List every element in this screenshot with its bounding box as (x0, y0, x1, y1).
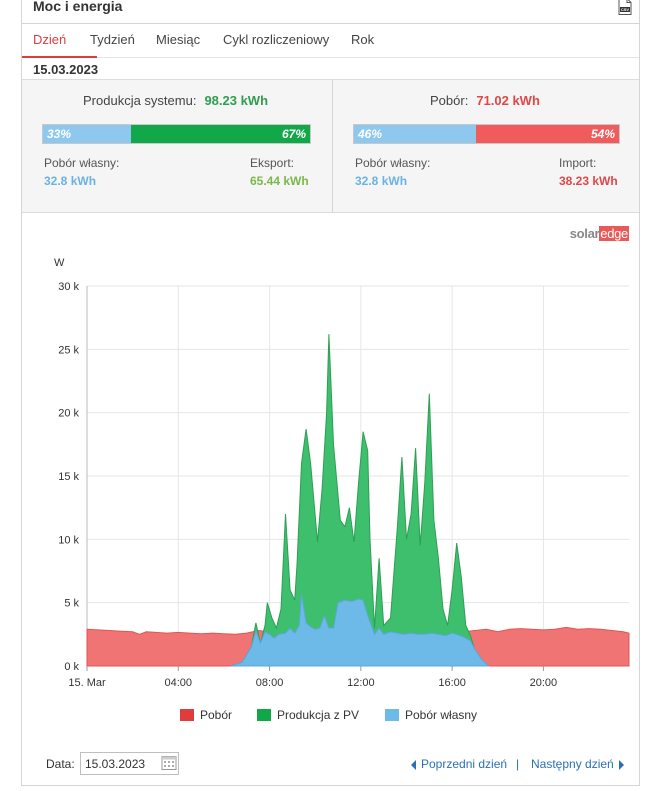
solaredge-logo: solaredge (569, 226, 629, 241)
y-axis-label: W (54, 257, 65, 269)
tab-divider (97, 57, 639, 58)
x-tick-label: 20:00 (530, 677, 558, 689)
tab-day[interactable]: Dzień (33, 32, 67, 47)
date-input[interactable]: 15.03.2023 (80, 752, 179, 775)
next-day-link[interactable]: Następny dzień (531, 757, 624, 771)
tab-week[interactable]: Tydzień (90, 32, 135, 47)
y-tick-label: 25 k (58, 344, 79, 356)
tab-billing-cycle[interactable]: Cykl rozliczeniowy (223, 32, 330, 47)
x-tick-label: 16:00 (438, 677, 466, 689)
y-tick-label: 20 k (58, 408, 79, 420)
legend-swatch-green (257, 709, 271, 721)
tab-year[interactable]: Rok (351, 32, 375, 47)
x-tick-label: 08:00 (256, 677, 284, 689)
chevron-right-icon (618, 759, 624, 770)
production-value: 98.23 kWh (204, 93, 269, 108)
consumption-self-segment: 46% (354, 125, 476, 143)
y-tick-label: 30 k (58, 281, 79, 293)
y-tick-label: 10 k (58, 534, 79, 546)
tab-month[interactable]: Miesiąc (156, 32, 201, 47)
production-self-label: Pobór własny: (44, 156, 120, 170)
x-tick-label: 04:00 (165, 677, 193, 689)
production-self-segment: 33% (43, 125, 132, 143)
active-tab-underline (22, 56, 97, 58)
import-label: Import: (559, 156, 597, 170)
chevron-left-icon (411, 759, 416, 770)
y-tick-label: 0 k (64, 661, 79, 673)
consumption-self-label: Pobór własny: (355, 156, 431, 170)
power-chart: 0 k 5 k 10 k 15 k 20 k 25 k 30 k W 15. Mar 04:00 0… (54, 257, 630, 689)
consumption-self-value: 32.8 kWh (355, 174, 408, 188)
consumption-import-segment: 54% (475, 125, 619, 143)
legend-item-self-consumption[interactable]: Pobór własny (385, 708, 477, 722)
energy-summary: Produkcja systemu: 98.23 kWh 33% 67% Pobó… (22, 79, 639, 213)
x-tick-label: 12:00 (347, 677, 375, 689)
export-value: 65.44 kWh (250, 174, 309, 188)
production-export-segment: 67% (131, 125, 310, 143)
production-label: Produkcja systemu: (83, 93, 197, 108)
csv-file-icon[interactable]: CSV (618, 0, 632, 15)
selected-date: 15.03.2023 (33, 62, 99, 77)
consumption-summary: Pobór: 71.02 kWh (430, 93, 540, 108)
svg-text:CSV: CSV (621, 7, 630, 12)
legend-item-pv-production[interactable]: Produkcja z PV (257, 708, 359, 722)
footer: Data: 15.03.2023 Poprzedni dzień | Nastę… (22, 744, 639, 784)
pv-production-area (230, 334, 491, 667)
summary-divider (332, 80, 333, 213)
self-consumption-area (230, 593, 490, 667)
previous-day-link[interactable]: Poprzedni dzień (411, 757, 507, 771)
import-value: 38.23 kWh (559, 174, 618, 188)
x-tick-label: 15. Mar (68, 677, 106, 689)
date-label: Data: (46, 757, 75, 771)
power-chart-area: solaredge 0 k 5 k 10 k 15 k 20 k 25 k 30 k W 15.… (22, 214, 639, 744)
nav-separator: | (516, 757, 520, 771)
panel-title: Moc i energia (33, 0, 123, 14)
calendar-icon[interactable] (161, 754, 177, 771)
y-tick-label: 5 k (64, 598, 79, 610)
legend-swatch-red (180, 709, 194, 721)
consumption-label: Pobór: (430, 93, 469, 108)
production-self-value: 32.8 kWh (44, 174, 97, 188)
title-bar: Moc i energia CSV (22, 0, 639, 24)
period-tabs: Dzień Tydzień Miesiąc Cykl rozliczeniowy… (22, 32, 639, 56)
legend-swatch-blue (385, 709, 399, 721)
power-energy-panel: Moc i energia CSV Dzień Tydzień Miesiąc … (21, 0, 640, 786)
y-tick-label: 15 k (58, 471, 79, 483)
production-bar: 33% 67% (42, 124, 311, 144)
production-summary: Produkcja systemu: 98.23 kWh (83, 93, 268, 108)
export-label: Eksport: (250, 156, 295, 170)
consumption-bar: 46% 54% (353, 124, 620, 144)
consumption-value: 71.02 kWh (476, 93, 540, 108)
legend-item-consumption[interactable]: Pobór (180, 708, 232, 722)
